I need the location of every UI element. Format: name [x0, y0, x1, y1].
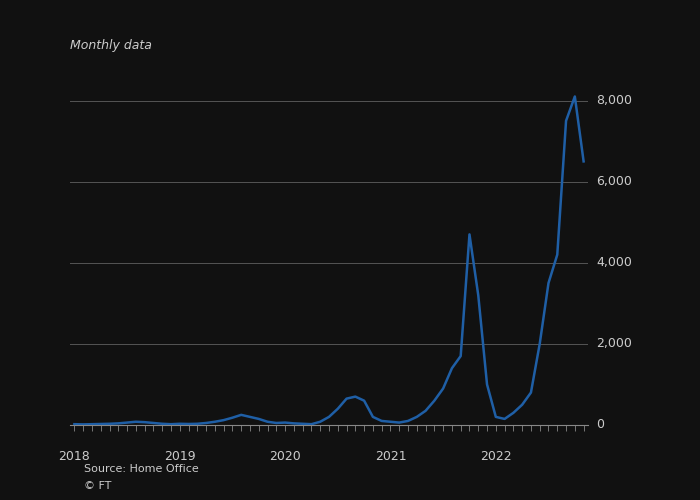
Text: Source: Home Office: Source: Home Office [84, 464, 199, 474]
Text: 6,000: 6,000 [596, 175, 632, 188]
Text: © FT: © FT [84, 481, 111, 491]
Text: 2020: 2020 [270, 450, 301, 463]
Text: 2018: 2018 [59, 450, 90, 463]
Text: 2021: 2021 [374, 450, 406, 463]
Text: Monthly data: Monthly data [70, 39, 152, 52]
Text: 2,000: 2,000 [596, 338, 632, 350]
Text: 2019: 2019 [164, 450, 195, 463]
Text: 4,000: 4,000 [596, 256, 632, 270]
Text: 8,000: 8,000 [596, 94, 632, 107]
Text: 2022: 2022 [480, 450, 512, 463]
Text: 0: 0 [596, 418, 604, 432]
